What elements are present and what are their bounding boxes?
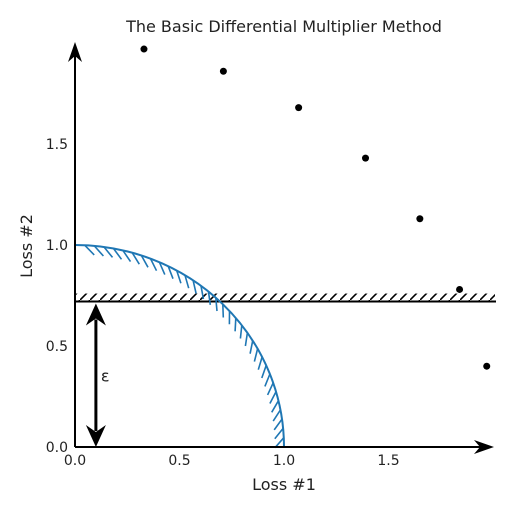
y-tick-label: 1.0 [46,238,68,254]
scatter-point [219,67,227,75]
x-tick-label: 0.5 [168,453,190,469]
x-tick-label: 1.5 [377,453,399,469]
scatter-point [416,215,424,223]
y-axis-arrow-icon [68,42,82,62]
y-axis-label: Loss #2 [17,214,36,278]
scatter-point [362,154,370,162]
x-axis-label: Loss #1 [252,475,316,494]
y-tick-label: 0.0 [46,440,68,456]
scatter-point [483,362,491,370]
x-tick-label: 1.0 [273,453,295,469]
circle-hatch [84,244,285,449]
x-tick-label: 0.0 [64,453,86,469]
tick-labels: 0.0 0.5 1.0 1.5 0.0 0.5 1.0 1.5 [46,137,400,469]
y-tick-label: 0.5 [46,339,68,355]
epsilon-label: ε [101,366,110,385]
constraint-hatch [75,293,495,302]
epsilon-arrow-group: ε [85,303,110,447]
x-axis-arrow-icon [474,440,494,454]
scatter-point [295,104,303,112]
epsilon-arrow-up-icon [85,303,106,326]
epsilon-arrow-down-icon [85,425,106,447]
chart-title: The Basic Differential Multiplier Method [125,17,442,36]
unit-circle-group [74,244,285,449]
scatter-point [456,285,464,293]
y-tick-label: 1.5 [46,137,68,153]
axes [68,42,494,454]
scatter-point [140,45,148,53]
scatter-points [140,45,491,370]
constraint-line-group [75,293,496,303]
unit-circle-curve [74,244,285,448]
